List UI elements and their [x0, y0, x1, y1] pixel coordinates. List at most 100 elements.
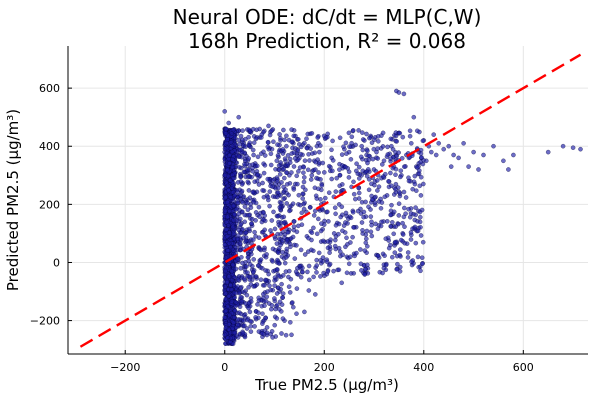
data-point: [356, 128, 361, 133]
data-point: [262, 303, 267, 309]
data-point: [378, 196, 383, 202]
data-point: [284, 181, 290, 187]
data-point: [399, 155, 405, 161]
data-point: [333, 222, 339, 228]
data-point: [362, 272, 368, 277]
data-point: [378, 223, 384, 229]
data-point: [395, 261, 400, 267]
data-point: [300, 184, 306, 190]
data-point: [285, 153, 291, 158]
data-point: [320, 238, 326, 244]
data-point: [397, 247, 403, 252]
data-point: [229, 149, 235, 155]
data-point: [247, 309, 253, 315]
data-point: [236, 164, 242, 170]
data-point: [277, 224, 283, 229]
data-point: [347, 144, 352, 149]
data-point: [315, 216, 321, 222]
data-point: [309, 151, 315, 156]
data-point: [400, 232, 406, 237]
data-point: [380, 270, 385, 276]
data-point: [251, 152, 256, 158]
data-point: [287, 241, 293, 247]
data-point: [253, 210, 259, 215]
data-point: [256, 310, 261, 316]
data-point: [274, 194, 280, 200]
data-point: [336, 267, 342, 273]
data-point: [368, 207, 373, 212]
data-point: [270, 335, 275, 340]
data-point: [476, 167, 481, 172]
data-point: [242, 204, 248, 209]
data-point: [401, 164, 407, 169]
data-point: [346, 130, 352, 136]
data-point: [302, 309, 307, 315]
data-point: [316, 170, 321, 175]
data-point: [369, 233, 375, 239]
data-point: [223, 126, 229, 132]
data-point: [239, 182, 245, 187]
data-point: [253, 136, 259, 142]
data-point: [419, 255, 425, 261]
data-point: [446, 143, 452, 149]
data-point: [413, 205, 418, 210]
data-point: [403, 195, 409, 200]
data-point: [362, 248, 368, 253]
data-point: [302, 140, 307, 146]
data-point: [350, 128, 356, 133]
data-point: [471, 149, 476, 155]
axes: [67, 46, 588, 355]
data-point: [337, 135, 343, 141]
data-point: [263, 268, 268, 273]
data-point: [314, 231, 320, 237]
data-point: [262, 227, 268, 233]
data-point: [300, 196, 306, 201]
data-point: [268, 151, 274, 157]
data-point: [382, 253, 387, 258]
data-point: [375, 134, 381, 139]
data-point: [359, 143, 365, 149]
data-point: [292, 156, 298, 161]
data-point: [246, 188, 252, 193]
data-point: [325, 245, 331, 251]
data-point: [245, 207, 251, 213]
data-point: [222, 284, 228, 289]
data-point: [267, 283, 272, 289]
data-point: [246, 226, 252, 232]
data-point: [418, 268, 423, 274]
data-point: [291, 164, 297, 169]
data-point: [302, 252, 308, 257]
data-point: [273, 166, 278, 172]
data-point: [265, 194, 271, 200]
data-point: [288, 276, 294, 282]
data-point: [269, 302, 275, 308]
data-point: [296, 169, 301, 174]
data-point: [235, 317, 241, 322]
data-point: [356, 196, 362, 201]
data-point: [244, 326, 250, 331]
data-point: [295, 148, 301, 153]
data-point: [388, 183, 394, 188]
data-point: [418, 174, 424, 180]
data-point: [364, 262, 370, 268]
data-point: [246, 305, 251, 311]
data-point: [398, 237, 404, 243]
data-point: [301, 164, 307, 170]
data-point: [346, 175, 352, 180]
x-tick-label: 0: [221, 361, 228, 374]
x-axis-label: True PM2.5 (µg/m³): [254, 376, 399, 394]
data-point: [260, 331, 265, 336]
data-point: [289, 300, 295, 305]
data-point: [254, 163, 260, 169]
data-point: [275, 302, 280, 308]
data-point: [246, 142, 252, 148]
data-point: [251, 257, 256, 262]
data-point: [560, 143, 566, 149]
data-point: [389, 254, 395, 260]
data-point: [274, 291, 280, 296]
data-point: [257, 214, 262, 219]
data-point: [506, 167, 511, 172]
chart-subtitle: 168h Prediction, R² = 0.068: [188, 29, 466, 53]
data-point: [384, 218, 390, 224]
